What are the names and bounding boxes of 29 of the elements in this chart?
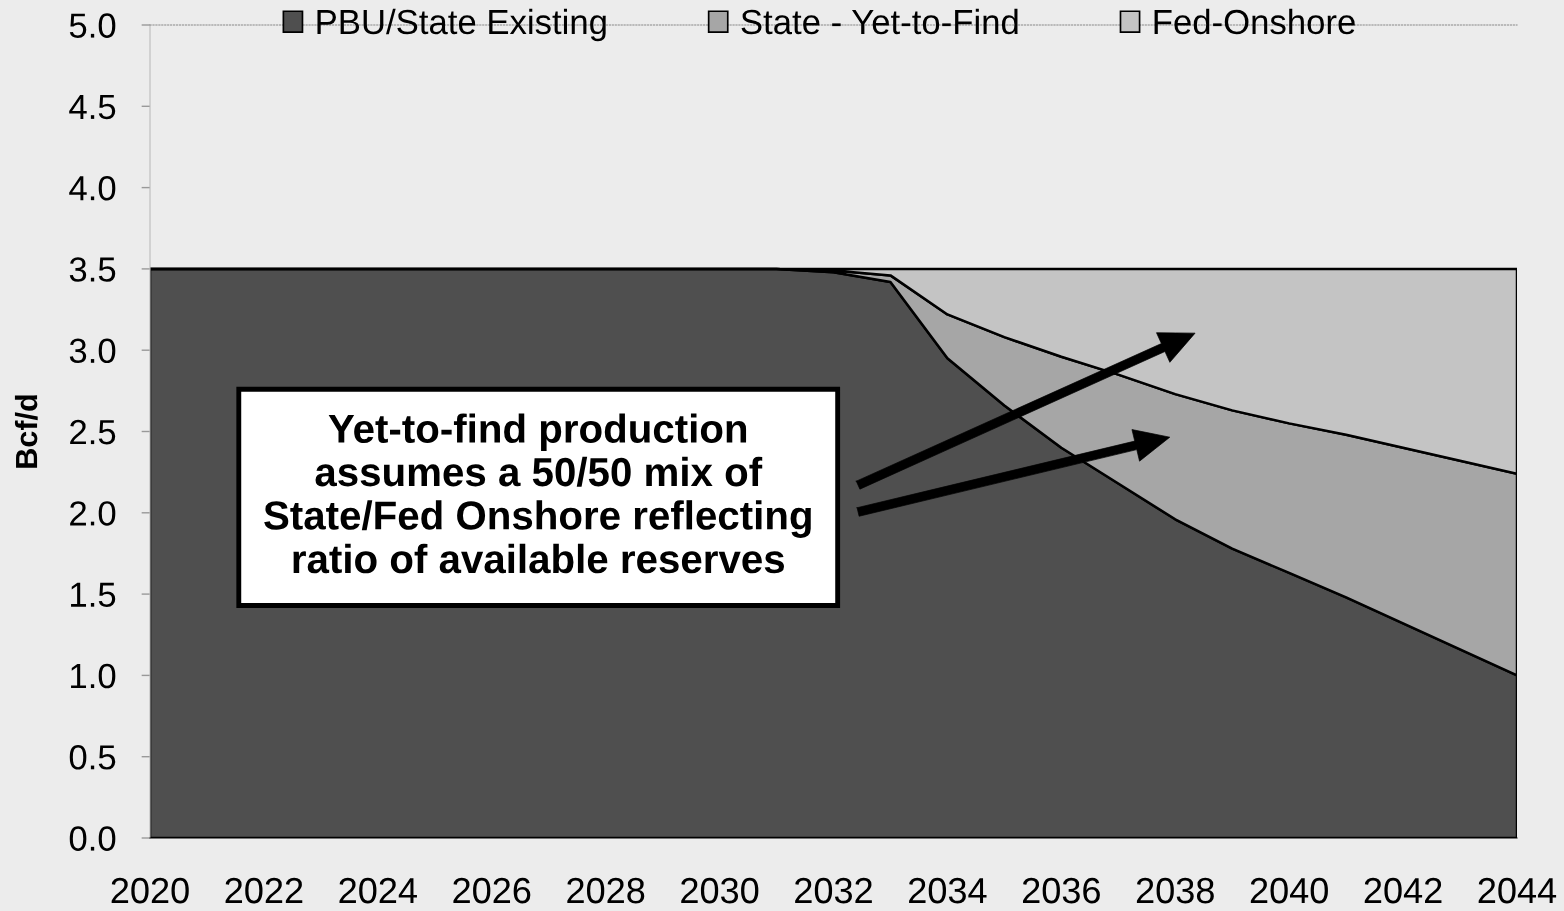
legend-label: PBU/State Existing (317, 8, 606, 42)
legend-label: Fed-Onshore (1154, 8, 1355, 35)
annotation: Yet-to-find production assumes a 50/50 mix of State/Fed Onshore reflecting ratio of available reserves (264, 413, 811, 574)
x-tick-label: 2030 (681, 877, 759, 904)
y-tick-label: 3.5 (69, 257, 116, 282)
y-axis-title: Bcf/d (14, 395, 38, 468)
x-tick-label: 2036 (1022, 877, 1100, 904)
x-tick-label: 2044 (1478, 877, 1557, 904)
x-tick-label: 2040 (1250, 877, 1328, 904)
y-tick-label: 2.5 (70, 419, 116, 445)
y-tick-label: 5.0 (69, 13, 116, 38)
x-tick-label: 2034 (909, 877, 987, 904)
y-tick-label: 4.5 (69, 94, 116, 120)
x-tick-label: 2042 (1364, 877, 1442, 904)
x-tick-label: 2022 (225, 877, 303, 904)
x-tick-label: 2024 (339, 877, 417, 904)
y-tick-label: 2.0 (70, 501, 116, 526)
y-tick-label: 4.0 (69, 175, 116, 201)
y-tick-label: 3.0 (69, 338, 116, 364)
y-tick-label: 1.5 (71, 582, 116, 608)
legend-label: State - Yet-to-Find (741, 8, 1018, 35)
y-tick-label: 1.0 (71, 663, 116, 689)
x-tick-label: 2020 (111, 877, 189, 904)
y-tick-label: 0.0 (69, 826, 116, 851)
y-tick-label: 0.5 (69, 745, 116, 770)
x-tick-label: 2026 (453, 877, 531, 904)
x-tick-label: 2028 (567, 877, 645, 904)
x-tick-label: 2032 (795, 877, 872, 904)
x-tick-label: 2038 (1136, 877, 1214, 904)
